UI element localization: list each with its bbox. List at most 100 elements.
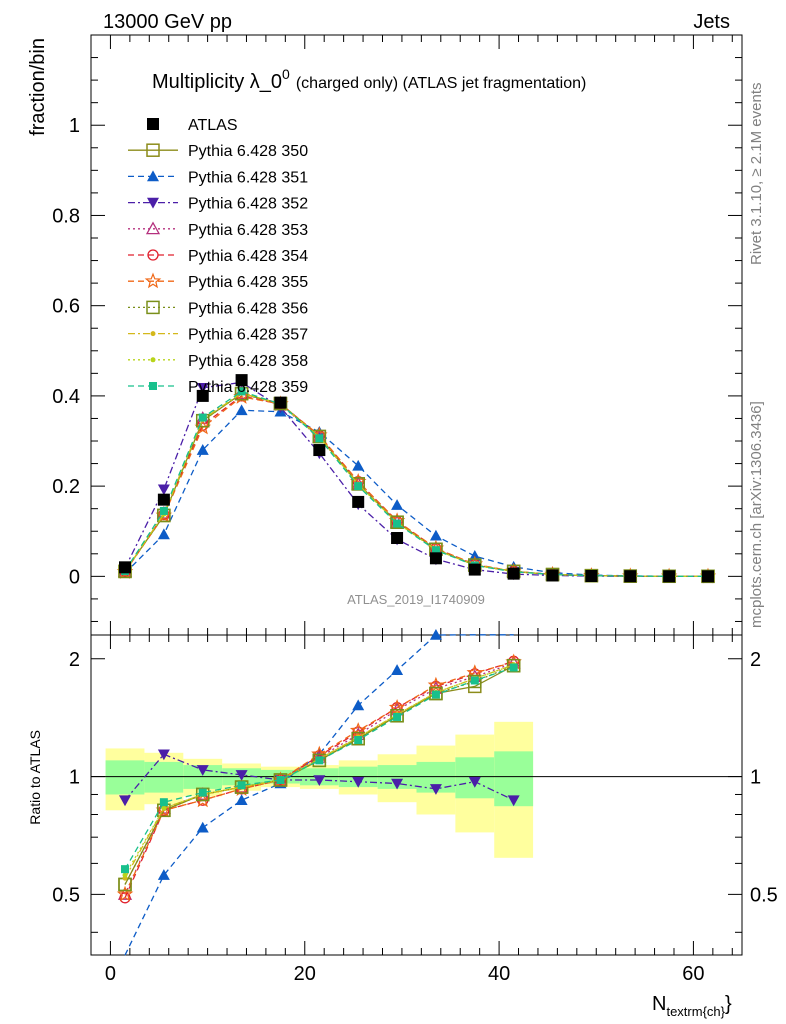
y-tick-label-top-0.4: 0.4 [52,386,80,408]
ratio-point-pythia-6-428-359-1 [159,798,168,807]
x-tick-label-60: 60 [682,963,704,985]
point-pythia-6-428-355-2 [194,418,212,435]
y-tick-label-bot-2: 2 [69,649,80,671]
point-atlas-12 [585,569,598,582]
x-axis-title-close: } [725,993,732,1015]
ratio-line-pythia-6-428-359 [124,666,514,870]
ratio-point-pythia-6-428-359-0 [121,865,130,874]
series-pythia-6-428-351 [119,404,714,582]
ratio-point-pythia-6-428-351-2 [196,821,209,833]
series-pythia-6-428-357 [122,390,711,579]
ratio-point-pythia-6-428-352-6 [352,776,365,788]
legend-marker-pythia-6-428-355 [144,272,162,289]
ratio-point-pythia-6-428-354-0 [119,892,131,904]
top-series [116,374,717,584]
point-pythia-6-428-359-5 [315,434,324,443]
legend-label-pythia-6-428-357: Pythia 6.428 357 [188,327,308,344]
ratio-point-pythia-6-428-355-2 [194,791,211,808]
ratio-point-pythia-6-428-351-3 [235,794,248,806]
ratio-point-pythia-6-428-352-1 [157,749,170,761]
point-atlas-15 [701,570,714,583]
y-axis-title-top: fraction/bin [27,38,49,136]
chart-title-main: Multiplicity λ_0 [152,71,282,93]
ratio-point-pythia-6-428-352-2 [196,765,209,776]
point-pythia-6-428-359-1 [159,506,168,515]
legend-label-pythia-6-428-359: Pythia 6.428 359 [188,379,308,396]
legend-item-pythia-6-428-359: Pythia 6.428 359 [128,379,308,396]
line-pythia-6-428-359 [124,390,708,577]
legend: ATLAS Pythia 6.428 350 Pythia 6.428 351 Pyt… [128,117,308,396]
ratio-point-pythia-6-428-359-9 [470,676,479,685]
legend-label-pythia-6-428-353: Pythia 6.428 353 [188,222,308,239]
ratio-point-pythia-6-428-358-0 [122,872,128,878]
ratio-point-pythia-6-428-352-0 [119,795,132,807]
line-pythia-6-428-351 [124,409,709,577]
x-tick-label-20: 20 [294,963,316,985]
legend-marker-atlas [147,118,159,130]
point-pythia-6-428-359-6 [354,482,363,491]
legend-item-pythia-6-428-354: Pythia 6.428 354 [128,248,308,265]
legend-label-pythia-6-428-352: Pythia 6.428 352 [188,196,308,213]
ratio-series [116,629,522,956]
axis-ticks: 0 20 40 60 0 0.2 0.4 0.6 0.8 1 0.5 0.5 1 1 2 2 [52,35,778,985]
ratio-point-pythia-6-428-351-8 [429,629,442,640]
y-tick-label-bot-0.5: 0.5 [52,884,80,906]
point-atlas-2 [196,389,209,402]
point-pythia-6-428-355-1 [155,506,173,523]
ratio-point-pythia-6-428-356-9 [468,674,482,689]
point-atlas-4 [274,396,287,409]
rivet-label: Rivet 3.1.10, ≥ 2.1M events [748,83,765,266]
ratio-pythia-6-428-359 [121,663,518,874]
x-axis-title-sub: textrm{ch} [666,1004,725,1019]
legend-label-pythia-6-428-355: Pythia 6.428 355 [188,274,308,291]
ratio-point-pythia-6-428-351-1 [157,869,170,880]
point-atlas-6 [352,495,365,508]
header-left: 13000 GeV pp [103,11,232,33]
y-tick-label-bot-right-2: 2 [750,649,761,671]
ratio-point-pythia-6-428-359-10 [509,663,518,672]
ratio-point-pythia-6-428-356-8 [429,686,443,701]
band-stat-0 [105,760,145,795]
legend-marker-pythia-6-428-357 [150,331,156,337]
y-tick-label-top-0.6: 0.6 [52,296,80,318]
point-atlas-13 [624,570,637,583]
point-pythia-6-428-351-2 [196,444,209,455]
chart-title-tail: (charged only) (ATLAS jet fragmentation) [296,75,587,92]
legend-label-pythia-6-428-351: Pythia 6.428 351 [188,169,308,186]
ratio-point-pythia-6-428-355-7 [388,699,406,715]
ratio-point-pythia-6-428-355-0 [116,885,134,902]
series-pythia-6-428-356 [118,386,715,584]
point-pythia-6-428-351-8 [429,529,442,541]
point-pythia-6-428-352-1 [157,484,170,496]
legend-label-pythia-6-428-350: Pythia 6.428 350 [188,143,308,160]
legend-label-atlas: ATLAS [188,117,238,134]
ratio-point-pythia-6-428-352-8 [429,784,442,795]
series-atlas [119,374,714,583]
y-tick-label-top-0.2: 0.2 [52,476,80,498]
ratio-point-pythia-6-428-352-10 [507,795,520,807]
point-pythia-6-428-351-9 [468,550,481,561]
x-tick-label-0: 0 [105,963,116,985]
y-axis-title-bottom: Ratio to ATLAS [27,730,43,825]
point-atlas-11 [546,569,559,582]
band-stat-1 [144,761,184,793]
ratio-point-pythia-6-428-355-8 [427,676,445,693]
ratio-point-pythia-6-428-352-7 [391,778,404,790]
y-tick-label-top-0: 0 [69,566,80,588]
ratio-point-pythia-6-428-359-8 [431,690,440,699]
ratio-pythia-6-428-356 [118,658,521,892]
legend-item-pythia-6-428-356: Pythia 6.428 356 [128,300,308,317]
ratio-pythia-6-428-352 [119,749,520,807]
point-atlas-0 [119,561,132,574]
legend-item-pythia-6-428-358: Pythia 6.428 358 [128,353,308,370]
ratio-point-pythia-6-428-359-2 [198,788,207,797]
point-pythia-6-428-356-5 [312,429,327,444]
point-pythia-6-428-351-6 [352,459,365,471]
legend-marker-pythia-6-428-350 [146,143,160,157]
chart-title-sup: 0 [282,66,290,82]
legend-label-pythia-6-428-356: Pythia 6.428 356 [188,300,308,317]
legend-marker-pythia-6-428-353 [145,221,161,235]
point-atlas-1 [157,493,170,506]
ratio-point-pythia-6-428-358-1 [161,805,167,811]
